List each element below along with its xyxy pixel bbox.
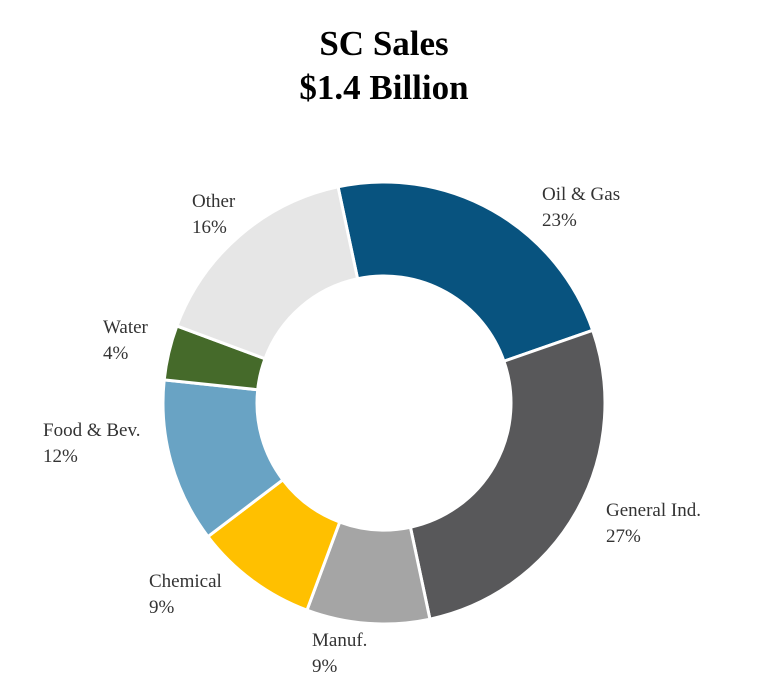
labels-layer: Oil & Gas 23% General Ind. 27% Manuf. 9% Chemi… bbox=[43, 184, 701, 677]
chart-subtitle: $1.4 Billion bbox=[299, 68, 469, 107]
chart-title-block: SC Sales $1.4 Billion bbox=[0, 22, 768, 110]
slice-value-water: 4% bbox=[103, 343, 129, 364]
slice-label-manuf: Manuf. bbox=[312, 630, 367, 651]
chart-title: SC Sales bbox=[319, 24, 449, 63]
slice-value-oil-and-gas: 23% bbox=[542, 210, 577, 231]
slice-value-chemical: 9% bbox=[149, 597, 175, 618]
slice-other bbox=[175, 185, 360, 361]
slice-value-food-and-bev: 12% bbox=[43, 446, 78, 467]
slice-oil-and-gas bbox=[336, 180, 595, 363]
slice-label-food-and-bev: Food & Bev. bbox=[43, 420, 140, 441]
slice-label-water: Water bbox=[103, 317, 149, 338]
slice-label-general-ind: General Ind. bbox=[606, 500, 701, 521]
slice-value-manuf: 9% bbox=[312, 656, 338, 677]
slice-label-chemical: Chemical bbox=[149, 571, 222, 592]
slice-value-general-ind: 27% bbox=[606, 526, 641, 547]
slice-label-oil-and-gas: Oil & Gas bbox=[542, 184, 620, 205]
slices-layer bbox=[161, 180, 607, 626]
slice-label-other: Other bbox=[192, 191, 236, 212]
slice-general-ind bbox=[408, 328, 607, 621]
slice-value-other: 16% bbox=[192, 217, 227, 238]
